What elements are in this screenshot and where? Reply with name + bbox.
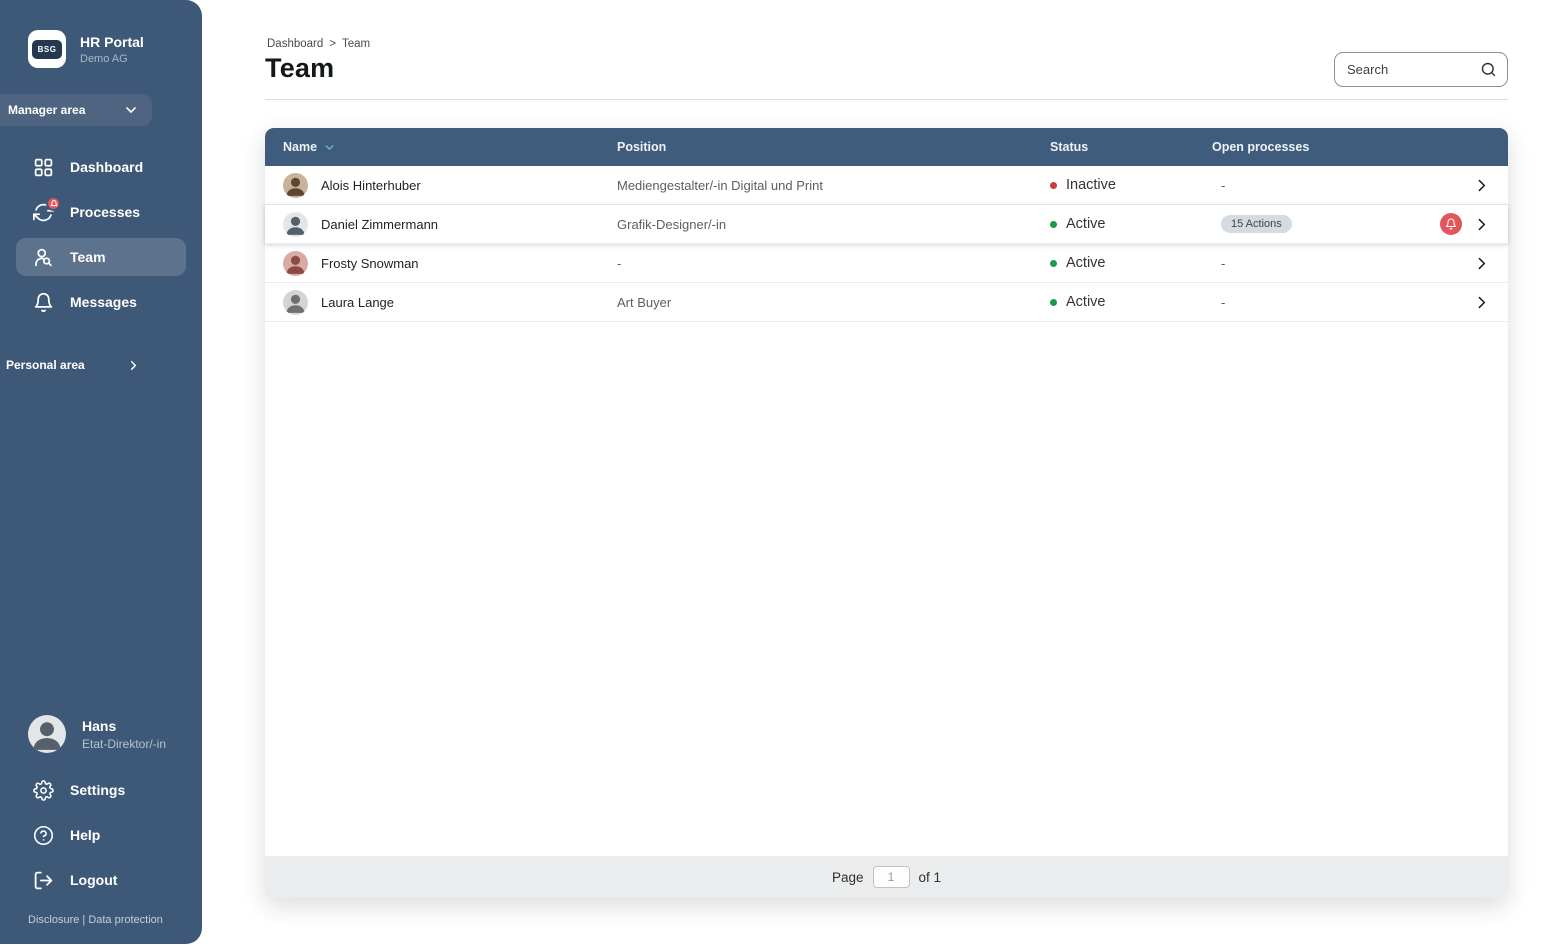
company-logo: BSG — [28, 30, 66, 68]
employee-name: Frosty Snowman — [321, 255, 419, 271]
help-label: Help — [70, 827, 101, 843]
page-of-label: of 1 — [918, 869, 942, 885]
employee-avatar — [283, 211, 308, 237]
status-dot — [1050, 298, 1057, 306]
open-processes-value: - — [1221, 255, 1226, 271]
breadcrumb-dashboard[interactable]: Dashboard — [267, 38, 324, 50]
employee-position: Grafik-Designer/-in — [617, 216, 727, 232]
settings-label: Settings — [70, 782, 126, 798]
table-row[interactable]: Laura Lange Art Buyer Active - — [265, 283, 1508, 322]
logo-monogram: BSG — [31, 39, 63, 59]
column-header-position: Position — [617, 140, 667, 154]
page-label: Page — [831, 869, 864, 885]
status-text: Active — [1066, 216, 1106, 232]
personal-area-label: Personal area — [6, 358, 85, 372]
sidebar-item-team[interactable]: Team — [16, 238, 186, 276]
sidebar-item-label: Dashboard — [70, 159, 144, 175]
main-content: Dashboard > Team Team Name Pos — [202, 0, 1564, 946]
column-header-open-processes: Open processes — [1212, 140, 1310, 154]
row-chevron-right-icon[interactable] — [1473, 255, 1490, 272]
personal-area-toggle[interactable]: Personal area — [0, 354, 202, 376]
sync-arrows-icon — [32, 196, 61, 223]
sidebar-item-processes[interactable]: Processes — [16, 193, 186, 231]
sort-chevron-down-icon — [323, 141, 336, 154]
table-header-row: Name Position Status Open processes — [265, 128, 1508, 166]
search-field — [1334, 52, 1508, 87]
user-role: Etat-Direktor/-in — [82, 736, 167, 751]
grid-icon — [32, 156, 54, 178]
sidebar-item-label: Processes — [70, 204, 141, 220]
employee-position: - — [617, 255, 622, 271]
sidebar-item-dashboard[interactable]: Dashboard — [16, 148, 186, 186]
employee-position: Art Buyer — [617, 294, 672, 310]
bell-icon — [32, 291, 54, 313]
legal-text[interactable]: Disclosure | Data protection — [28, 914, 163, 926]
settings-button[interactable]: Settings — [16, 771, 186, 809]
sidebar-footer-nav: Settings Help Logout — [0, 771, 202, 906]
current-user[interactable]: Hans Etat-Direktor/-in — [28, 715, 202, 753]
employee-name: Daniel Zimmermann — [321, 216, 439, 232]
chevron-right-icon — [122, 354, 144, 376]
status-text: Active — [1066, 255, 1106, 271]
brand: BSG HR Portal Demo AG — [28, 30, 202, 68]
column-header-status: Status — [1050, 140, 1089, 154]
breadcrumb-separator: > — [329, 38, 336, 50]
row-chevron-right-icon[interactable] — [1473, 216, 1490, 233]
employee-name: Alois Hinterhuber — [321, 177, 421, 193]
person-search-icon — [32, 246, 54, 268]
status-text: Inactive — [1066, 177, 1116, 193]
sidebar-item-label: Team — [70, 249, 106, 265]
question-circle-icon — [32, 824, 54, 846]
employee-avatar — [283, 289, 308, 315]
manager-area-toggle[interactable]: Manager area — [0, 94, 152, 126]
page-header: Dashboard > Team Team — [202, 0, 1564, 100]
user-avatar — [28, 715, 66, 753]
logout-label: Logout — [70, 872, 118, 888]
processes-alert-badge — [46, 196, 61, 211]
row-alert-bell-button[interactable] — [1440, 213, 1462, 235]
status-dot — [1050, 220, 1057, 228]
manager-area-label: Manager area — [8, 103, 86, 117]
sidebar-nav: Dashboard Processes Team — [0, 148, 202, 328]
search-input[interactable] — [1347, 62, 1480, 77]
legal-links[interactable]: Disclosure | Data protection — [28, 914, 202, 926]
table-row[interactable]: Alois Hinterhuber Mediengestalter/-in Di… — [265, 166, 1508, 205]
open-processes-value: - — [1221, 177, 1226, 193]
sidebar-item-messages[interactable]: Messages — [16, 283, 186, 321]
team-table-card: Name Position Status Open processes Aloi… — [265, 128, 1508, 898]
page-number-input[interactable] — [872, 866, 910, 888]
status-dot — [1050, 181, 1057, 189]
employee-avatar — [283, 250, 308, 276]
status-dot — [1050, 259, 1057, 267]
row-chevron-right-icon[interactable] — [1473, 294, 1490, 311]
employee-avatar — [283, 172, 308, 198]
gear-icon — [32, 779, 54, 801]
user-name: Hans — [82, 717, 117, 734]
logout-icon — [32, 869, 54, 891]
breadcrumb-team[interactable]: Team — [341, 38, 371, 50]
column-header-name[interactable]: Name — [283, 140, 617, 154]
status-text: Active — [1066, 294, 1106, 310]
app-title: HR Portal — [80, 33, 144, 50]
open-processes-value: - — [1221, 294, 1226, 310]
open-processes-badge: 15 Actions — [1221, 215, 1292, 233]
help-button[interactable]: Help — [16, 816, 186, 854]
sidebar: BSG HR Portal Demo AG Manager area Dashb… — [0, 0, 202, 944]
pagination-bar: Page of 1 — [265, 856, 1508, 898]
employee-name: Laura Lange — [321, 294, 395, 310]
app-subtitle: Demo AG — [80, 52, 128, 65]
row-chevron-right-icon[interactable] — [1473, 177, 1490, 194]
sidebar-item-label: Messages — [70, 294, 137, 310]
chevron-down-icon — [120, 99, 142, 121]
table-row[interactable]: Frosty Snowman - Active - — [265, 244, 1508, 283]
table-row[interactable]: Daniel Zimmermann Grafik-Designer/-in Ac… — [265, 205, 1508, 244]
logout-button[interactable]: Logout — [16, 861, 186, 899]
page-title: Team — [265, 53, 335, 83]
breadcrumb: Dashboard > Team — [267, 38, 370, 50]
employee-position: Mediengestalter/-in Digital und Print — [617, 177, 823, 193]
search-icon[interactable] — [1480, 61, 1497, 78]
